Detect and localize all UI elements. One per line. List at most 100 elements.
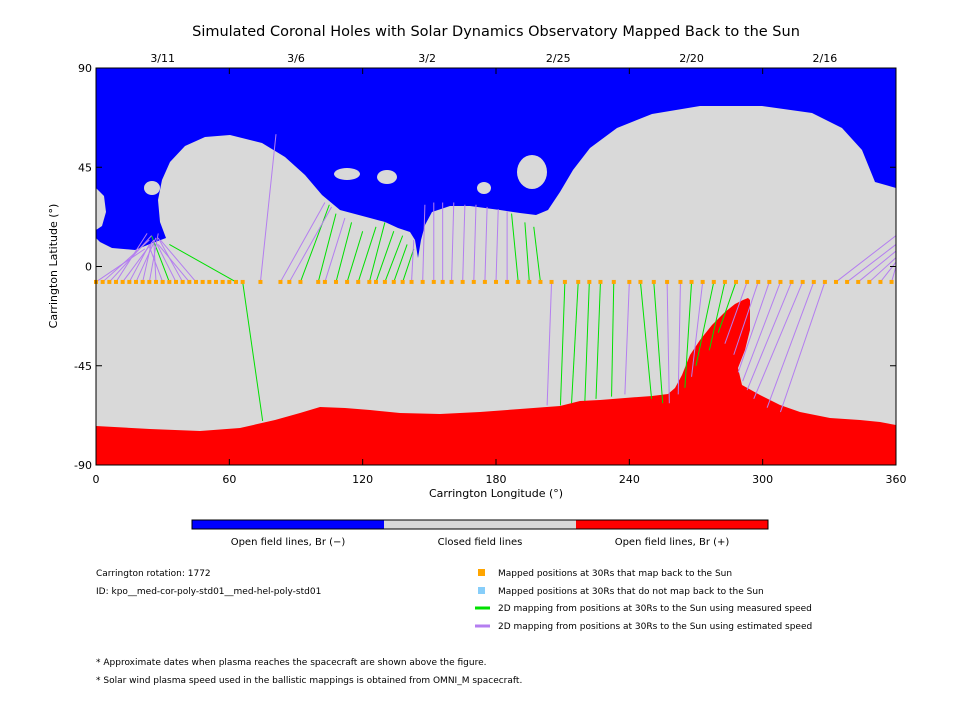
measured-speed-line-7: [357, 226, 377, 283]
measured-speed-line-14: [524, 222, 530, 282]
estimated-speed-line-69: [835, 235, 897, 283]
measured-speed-line-11: [393, 244, 408, 283]
mapped-point-55: [611, 279, 616, 284]
legend-label-measured: 2D mapping from positions at 30Rs to the…: [498, 604, 812, 614]
colorbar-label-positive: Open field lines, Br (+): [615, 537, 730, 548]
measured-speed-line-0: [151, 235, 170, 283]
mapped-point-54: [598, 279, 603, 284]
estimated-speed-line-62: [733, 281, 759, 355]
mapped-point-50: [549, 279, 554, 284]
legend: Mapped positions at 30Rs that map back t…: [475, 569, 812, 632]
x-axis-label: Carrington Longitude (°): [429, 487, 563, 500]
top-date-label-3: 2/25: [546, 52, 571, 65]
legend-swatch-unmapped: [478, 587, 485, 594]
colorbar-segment-positive: [576, 520, 768, 529]
mapped-point-21: [234, 279, 238, 284]
mapped-point-47: [516, 279, 521, 284]
estimated-speed-line-74: [891, 266, 897, 283]
x-tick-label-0: 0: [93, 473, 100, 486]
estimated-speed-line-72: [868, 257, 897, 283]
mapped-point-49: [538, 279, 543, 284]
x-tick-label-4: 240: [619, 473, 640, 486]
mapped-point-20: [227, 279, 232, 284]
mapped-point-35: [391, 279, 396, 284]
estimated-speed-line-70: [846, 244, 897, 283]
estimated-speed-line-59: [677, 281, 681, 395]
y-tick-label-3: -45: [74, 360, 92, 373]
footnote-speed-source: * Solar wind plasma speed used in the ba…: [96, 676, 522, 686]
mapped-point-38: [420, 279, 425, 284]
mapped-point-14: [187, 279, 192, 284]
footpoint-lines: [95, 134, 897, 421]
estimated-speed-line-56: [546, 281, 553, 406]
estimated-speed-line-31: [122, 239, 155, 283]
measured-speed-line-17: [571, 281, 579, 404]
measured-speed-line-24: [695, 281, 715, 366]
estimated-speed-line-57: [624, 281, 630, 395]
chart-title: Simulated Coronal Holes with Solar Dynam…: [192, 24, 800, 40]
mapped-point-52: [576, 279, 581, 284]
mapped-point-43: [471, 279, 476, 284]
mapped-point-11: [167, 279, 172, 284]
top-date-label-2: 3/2: [418, 52, 436, 65]
mapped-point-57: [638, 279, 643, 284]
mapped-point-76: [856, 279, 861, 284]
mapped-point-15: [194, 279, 198, 284]
mapped-point-53: [587, 279, 592, 284]
measured-speed-line-3: [299, 204, 330, 283]
mapped-point-51: [562, 279, 567, 284]
mapped-point-40: [440, 279, 445, 284]
measured-speed-line-21: [639, 281, 653, 399]
estimated-speed-line-41: [160, 239, 197, 283]
estimated-speed-line-60: [691, 281, 704, 377]
mapped-point-32: [367, 279, 372, 284]
measured-speed-line-15: [533, 226, 541, 282]
estimated-speed-line-63: [737, 281, 770, 373]
open-field-negative-region: [96, 68, 896, 258]
mapped-point-67: [756, 279, 761, 284]
estimated-speed-line-51: [462, 204, 466, 282]
x-tick-label-6: 360: [886, 473, 907, 486]
mapped-point-77: [867, 279, 872, 284]
mapped-point-24: [278, 279, 283, 284]
mapped-point-4: [120, 279, 125, 284]
mapped-point-74: [834, 279, 838, 284]
measured-speed-line-18: [584, 281, 590, 402]
measured-speed-line-16: [559, 281, 566, 406]
estimated-speed-line-58: [666, 281, 670, 404]
mapped-point-33: [374, 279, 378, 284]
mapped-point-30: [345, 279, 350, 284]
x-tick-label-1: 60: [222, 473, 236, 486]
footnote-dates: * Approximate dates when plasma reaches …: [96, 658, 487, 668]
mapped-point-26: [298, 279, 303, 284]
x-tick-label-5: 300: [752, 473, 773, 486]
y-axis-ticks: 90 45 0 -45 -90: [74, 62, 896, 472]
legend-label-mapped: Mapped positions at 30Rs that map back t…: [498, 569, 732, 579]
mapped-point-23: [258, 279, 263, 284]
measured-speed-line-19: [595, 281, 601, 399]
mapped-point-61: [689, 279, 694, 284]
mapped-point-5: [127, 279, 132, 284]
estimated-speed-line-43: [280, 202, 326, 283]
mapped-point-16: [200, 279, 205, 284]
estimated-speed-line-42: [259, 134, 277, 282]
mapped-point-19: [220, 279, 225, 284]
mapped-point-1: [100, 279, 105, 284]
closed-patch: [334, 168, 360, 180]
closed-patch: [477, 182, 491, 194]
mapped-point-17: [207, 279, 212, 284]
mapped-point-46: [505, 279, 510, 284]
mapped-point-37: [409, 279, 414, 284]
estimated-speed-line-38: [155, 242, 177, 283]
estimated-speed-line-68: [779, 281, 826, 413]
open-field-positive-region: [96, 298, 896, 465]
measured-speed-line-9: [375, 231, 395, 283]
estimated-speed-line-66: [753, 281, 804, 400]
mapped-point-62: [700, 279, 705, 284]
estimated-speed-line-50: [451, 202, 455, 282]
mapped-point-2: [107, 279, 112, 284]
closed-patch-left-edge: [96, 188, 106, 230]
estimated-speed-line-61: [724, 281, 748, 344]
estimated-speed-line-54: [495, 209, 499, 282]
